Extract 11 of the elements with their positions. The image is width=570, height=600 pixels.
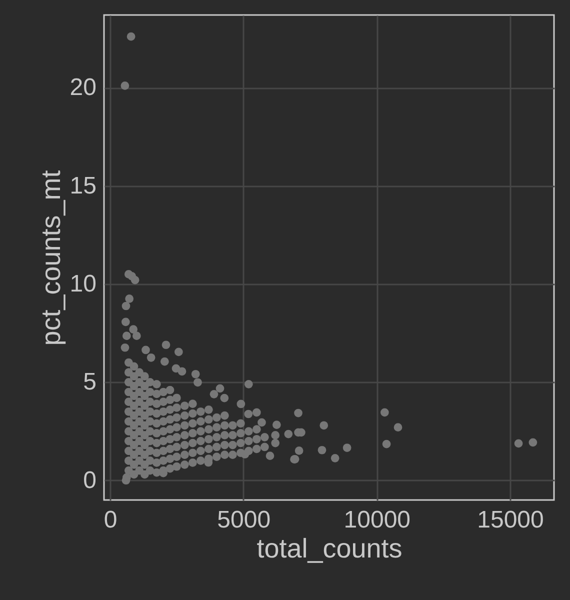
y-axis-title: pct_counts_mt bbox=[36, 170, 66, 346]
x-tick-label: 10000 bbox=[344, 506, 411, 534]
y-tick-label: 15 bbox=[70, 172, 96, 200]
y-tick-label: 5 bbox=[83, 368, 96, 396]
y-tick-label: 10 bbox=[70, 270, 96, 298]
y-tick-label: 20 bbox=[70, 74, 96, 102]
x-tick-label: 15000 bbox=[477, 506, 544, 534]
x-axis-title: total_counts bbox=[256, 534, 402, 564]
x-tick-label: 0 bbox=[104, 506, 118, 534]
x-tick-label: 5000 bbox=[217, 506, 271, 534]
y-tick-label: 0 bbox=[83, 466, 96, 494]
